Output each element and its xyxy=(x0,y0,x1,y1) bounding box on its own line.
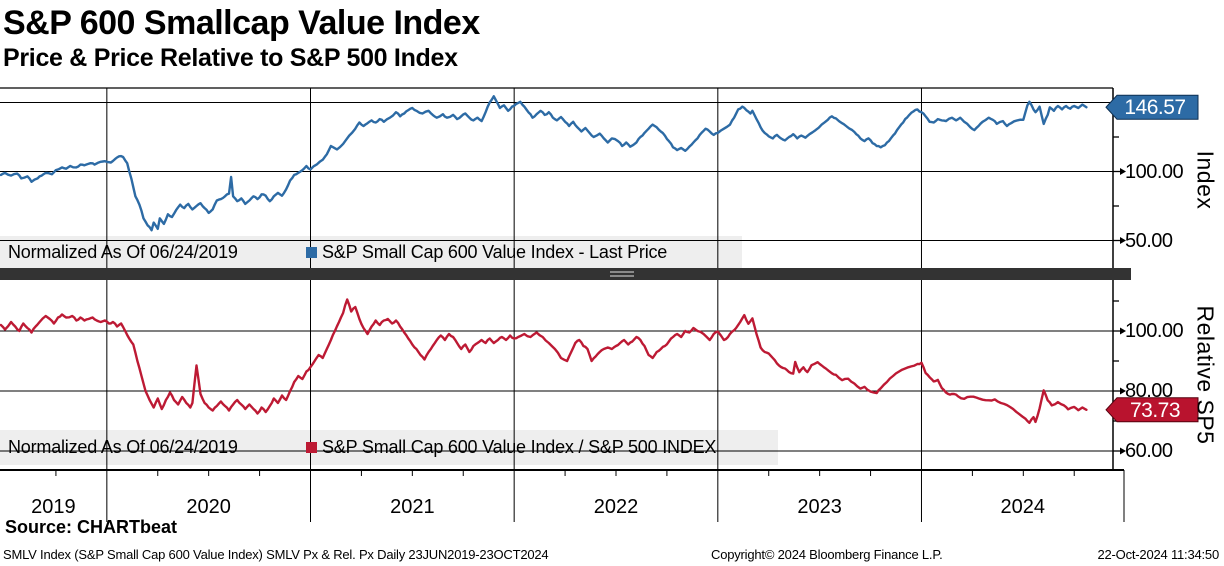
relative-last-price-flag xyxy=(1105,397,1199,423)
source-label: Source: CHARTbeat xyxy=(5,517,178,537)
y-axis-tick-label: 50.00 xyxy=(1125,229,1173,252)
relative-series-line xyxy=(0,298,1088,424)
y-tick-arrow-icon xyxy=(1120,447,1126,455)
x-axis-year-label: 2022 xyxy=(593,496,639,518)
y-axis-title-relative: Relative SP5 xyxy=(1192,305,1219,445)
legend-normalized-relative: Normalized As Of 06/24/2019 xyxy=(8,437,238,457)
y-tick-arrow-icon xyxy=(1120,168,1126,175)
x-axis-year-label: 2023 xyxy=(797,496,842,518)
x-axis-year-label: 2019 xyxy=(31,496,76,518)
page-subtitle: Price & Price Relative to S&P 500 Index xyxy=(3,44,458,72)
legend-series-price: S&P Small Cap 600 Value Index - Last Pri… xyxy=(322,242,668,262)
last-price-tag-price: 146.57 xyxy=(1124,96,1186,120)
y-axis-tick-label: 100.00 xyxy=(1125,320,1184,342)
last-price-tag-relative: 73.73 xyxy=(1129,398,1181,422)
legend-band xyxy=(0,236,742,268)
footer-description: SMLV Index (S&P Small Cap 600 Value Inde… xyxy=(3,547,549,562)
y-tick-arrow-icon xyxy=(1120,237,1126,244)
y-axis-tick-label: 80.00 xyxy=(1125,380,1173,402)
panel-separator-bar[interactable] xyxy=(0,268,1131,280)
y-tick-arrow-icon xyxy=(1120,327,1126,335)
legend-band xyxy=(0,430,778,465)
y-axis-title-index: Index xyxy=(1192,150,1219,210)
y-axis-tick-label: 60.00 xyxy=(1125,440,1173,462)
price-series-line xyxy=(0,95,1088,232)
price-last-price-flag xyxy=(1105,94,1199,120)
legend-normalized-price: Normalized As Of 06/24/2019 xyxy=(8,242,238,262)
x-axis-year-label: 2024 xyxy=(1000,496,1045,518)
footer-copyright: Copyright© 2024 Bloomberg Finance L.P. xyxy=(711,547,943,562)
page-title: S&P 600 Smallcap Value Index xyxy=(3,4,480,42)
x-axis-year-label: 2020 xyxy=(186,496,231,518)
footer-timestamp: 22-Oct-2024 11:34:50 xyxy=(1097,547,1219,562)
relative-series-legend-marker-icon xyxy=(306,442,317,453)
y-tick-arrow-icon xyxy=(1120,387,1126,395)
price-series-legend-marker-icon xyxy=(306,247,317,258)
y-axis-tick-label: 100.00 xyxy=(1125,160,1184,183)
x-axis-year-label: 2021 xyxy=(390,496,435,518)
legend-series-relative: S&P Small Cap 600 Value Index / S&P 500 … xyxy=(322,437,717,457)
